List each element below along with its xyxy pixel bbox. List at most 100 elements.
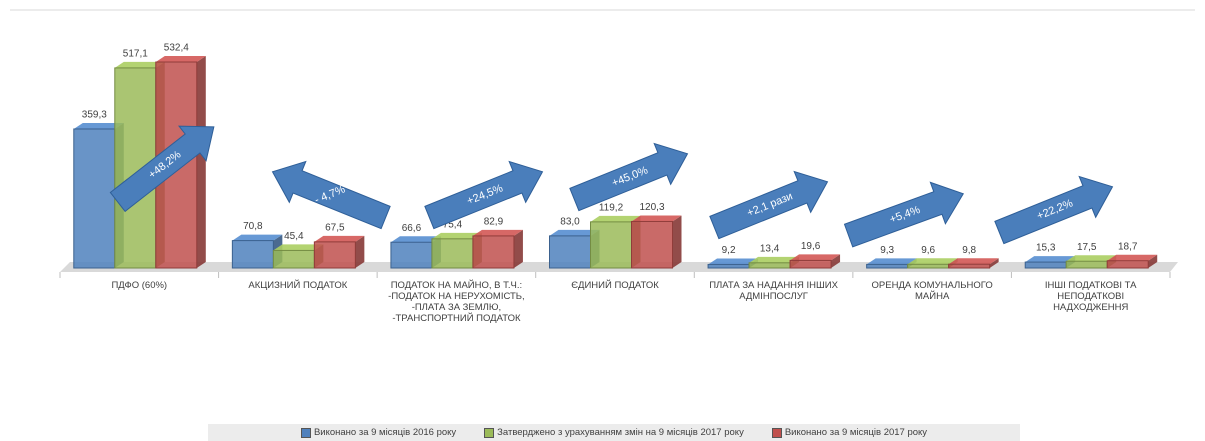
- bar-top: [390, 236, 441, 243]
- legend-item: Виконано за 9 місяців 2016 року: [300, 427, 457, 438]
- bar: [1065, 260, 1108, 269]
- category-label: ПДФО (60%): [111, 280, 168, 291]
- bar: [590, 221, 632, 269]
- legend-item: Затверджено з урахуванням змін на 9 міся…: [484, 427, 744, 438]
- bar-side: [355, 235, 365, 268]
- category-label: ПЛАТА ЗА НАДАННЯ ІНШИХ АДМІНПОСЛУГ: [709, 280, 838, 302]
- bar: [231, 240, 274, 269]
- bar-top: [431, 232, 482, 239]
- arrow-shape: [569, 142, 689, 212]
- value-label: 120,3: [639, 202, 664, 213]
- arrow: [994, 175, 1114, 245]
- legend: Виконано за 9 місяців 2016 року Затвердже…: [208, 424, 1020, 441]
- value-label: 532,4: [164, 43, 189, 54]
- bar: [1024, 261, 1067, 269]
- arrow-shape: [994, 175, 1114, 245]
- value-label: 9,2: [722, 245, 736, 256]
- bar: [748, 262, 791, 269]
- value-label: 70,8: [243, 221, 263, 232]
- arrow: [709, 170, 829, 240]
- value-label: 83,0: [560, 217, 580, 228]
- bar: [907, 263, 950, 269]
- bar-side: [831, 254, 841, 268]
- bar-top: [708, 258, 759, 265]
- bar-top: [948, 258, 999, 265]
- bar-side: [1148, 254, 1158, 268]
- bar: [549, 235, 591, 269]
- bar-top: [590, 215, 641, 222]
- arrow: [271, 160, 391, 230]
- bar-top: [73, 122, 124, 129]
- arrow: [109, 125, 215, 213]
- bar: [789, 259, 832, 269]
- bar: [272, 249, 315, 269]
- value-label: 75,4: [443, 219, 463, 230]
- category-label: ПОДАТОК НА МАЙНО, В Т.Ч.: -ПОДАТОК НА НЕ…: [388, 280, 525, 324]
- arrow: [569, 142, 689, 212]
- bar-top: [273, 244, 324, 251]
- bar-top: [749, 256, 800, 263]
- value-label: 119,2: [599, 203, 624, 214]
- bar-top: [114, 61, 165, 68]
- arrow-shape: [109, 125, 215, 213]
- bar: [313, 241, 356, 269]
- bar-top: [472, 229, 523, 236]
- bar-side: [196, 56, 206, 268]
- bar-side: [672, 215, 682, 268]
- category-label: ІНШІ ПОДАТКОВІ ТА НЕПОДАТКОВІ НАДХОДЖЕНН…: [1044, 280, 1137, 313]
- bar: [1106, 260, 1149, 269]
- bar-top: [907, 258, 958, 265]
- value-label: 359,3: [82, 110, 107, 121]
- value-label: 66,6: [402, 223, 422, 234]
- bar-top: [1107, 254, 1158, 261]
- bar-side: [989, 258, 999, 268]
- bar: [73, 128, 116, 269]
- bar-side: [513, 229, 523, 268]
- arrow-shape: [271, 160, 391, 230]
- legend-label: Виконано за 9 місяців 2017 року: [784, 427, 928, 438]
- bar-top: [1066, 255, 1117, 262]
- arrow-shape: [709, 170, 829, 240]
- legend-swatch: [771, 427, 782, 438]
- bar: [472, 235, 515, 269]
- legend-item: Виконано за 9 місяців 2017 року: [771, 427, 928, 438]
- value-label: 9,6: [921, 245, 935, 256]
- arrow-shape: [424, 160, 544, 230]
- value-label: 17,5: [1077, 242, 1097, 253]
- bar-top: [866, 258, 917, 265]
- value-label: 9,8: [962, 245, 976, 256]
- legend-label: Затверджено з урахуванням змін на 9 міся…: [497, 427, 744, 438]
- value-label: 45,4: [284, 231, 304, 242]
- legend-label: Виконано за 9 місяців 2016 року: [313, 427, 457, 438]
- arrow: [843, 181, 965, 248]
- bar: [631, 220, 673, 269]
- bar: [948, 263, 991, 269]
- bar-top: [155, 56, 206, 62]
- arrow-shape: [843, 181, 965, 248]
- bar: [866, 263, 909, 269]
- value-label: 13,4: [760, 243, 780, 254]
- bar-top: [232, 234, 283, 241]
- category-label: АКЦИЗНИЙ ПОДАТОК: [248, 280, 348, 291]
- bar-top: [549, 229, 600, 236]
- value-label: 67,5: [325, 223, 345, 234]
- legend-swatch: [300, 427, 311, 438]
- legend-swatch: [484, 427, 495, 438]
- bar-top: [631, 215, 682, 222]
- bar-top: [790, 254, 841, 261]
- value-label: 18,7: [1118, 241, 1138, 252]
- bar: [431, 238, 474, 269]
- bar-top: [1025, 256, 1076, 263]
- category-label: ОРЕНДА КОМУНАЛЬНОГО МАЙНА: [871, 280, 993, 302]
- value-label: 517,1: [123, 49, 148, 60]
- value-label: 9,3: [880, 245, 894, 256]
- category-label: ЄДИНИЙ ПОДАТОК: [571, 280, 659, 291]
- bar: [390, 241, 433, 269]
- bar-top: [314, 235, 365, 242]
- bar: [707, 263, 750, 269]
- arrow: [424, 160, 544, 230]
- value-label: 19,6: [801, 241, 821, 252]
- value-label: 82,9: [484, 217, 504, 228]
